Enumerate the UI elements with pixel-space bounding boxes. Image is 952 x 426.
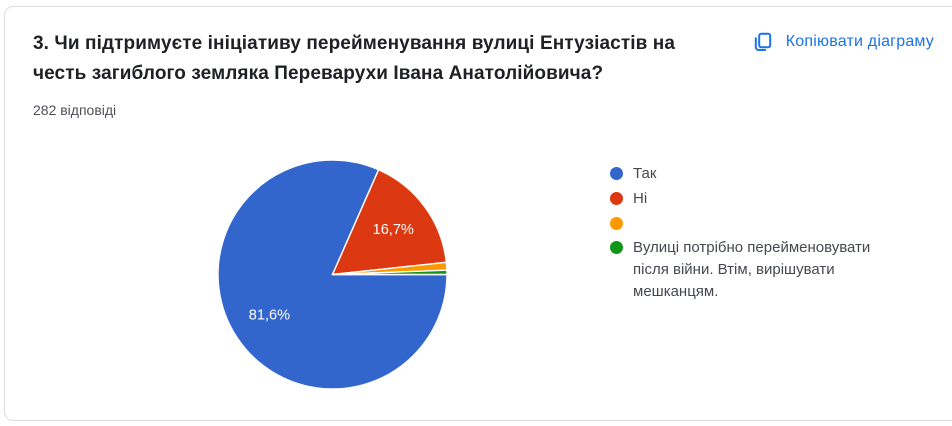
legend-color-dot [610,217,623,230]
legend-label: Ні [633,190,648,207]
legend-color-dot [610,241,623,254]
copy-chart-icon [751,31,773,53]
legend-color-dot [610,167,623,180]
legend-label: Вулиці потрібно перейменовувати після ві… [633,239,871,300]
responses-count: 282 відповіді [33,102,117,118]
legend-label: Так [633,165,657,182]
question-card: 3. Чи підтримуєте ініціативу перейменува… [4,6,952,421]
legend-item-0: Так [610,163,910,185]
legend-color-dot [610,192,623,205]
pie-slice-1[interactable] [331,169,448,276]
legend-item-2 [610,213,910,234]
legend-item-3: Вулиці потрібно перейменовувати після ві… [610,237,910,303]
copy-chart-button[interactable]: Копіювати діаграму [748,28,937,56]
pie-slice-value-label: 16,7% [373,222,414,238]
pie-slice-3[interactable] [331,269,448,276]
copy-chart-label: Копіювати діаграму [785,33,934,50]
chart-legend: Так Ні Вулиці потрібно перейменовувати піс… [610,163,910,306]
pie-chart: 81,6% 16,7% [214,156,451,393]
question-title: 3. Чи підтримуєте ініціативу перейменува… [33,33,676,84]
pie-slice-value-label: 81,6% [249,308,290,324]
legend-item-1: Ні [610,188,910,210]
